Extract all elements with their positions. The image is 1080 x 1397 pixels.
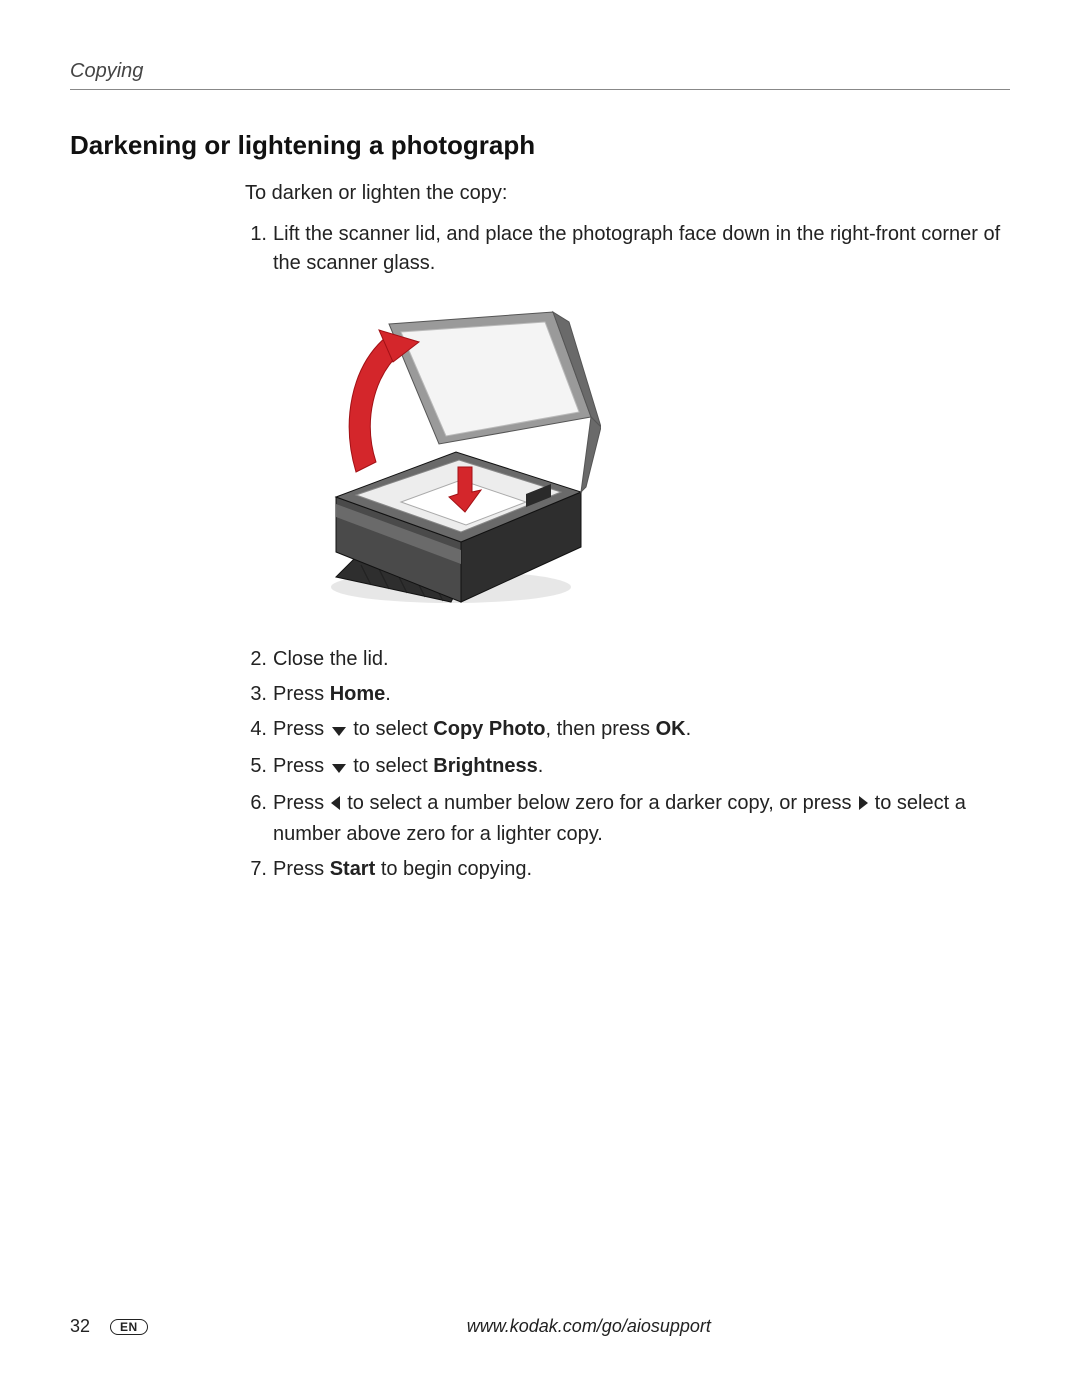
step-number: 4.	[245, 715, 273, 746]
step-1: 1. Lift the scanner lid, and place the p…	[245, 220, 1010, 278]
down-arrow-icon	[330, 717, 348, 746]
step-7: 7. Press Start to begin copying.	[245, 855, 1010, 884]
left-arrow-icon	[330, 791, 342, 820]
language-badge: EN	[110, 1319, 148, 1335]
steps-list: 1. Lift the scanner lid, and place the p…	[245, 220, 1010, 884]
manual-page: Copying Darkening or lightening a photog…	[0, 0, 1080, 1397]
step-6: 6. Press to select a number below zero f…	[245, 789, 1010, 849]
step-number: 6.	[245, 789, 273, 849]
step-text: Press to select a number below zero for …	[273, 789, 1010, 849]
step-2: 2. Close the lid.	[245, 645, 1010, 674]
step-number: 3.	[245, 680, 273, 709]
footer-url: www.kodak.com/go/aiosupport	[168, 1316, 1010, 1337]
printer-svg	[301, 302, 601, 612]
step-text: Lift the scanner lid, and place the phot…	[273, 220, 1010, 278]
section-title: Darkening or lightening a photograph	[70, 130, 1010, 161]
down-arrow-icon	[330, 754, 348, 783]
right-arrow-icon	[857, 791, 869, 820]
step-number: 7.	[245, 855, 273, 884]
page-footer: 32 EN www.kodak.com/go/aiosupport	[70, 1316, 1010, 1337]
body-column: To darken or lighten the copy: 1. Lift t…	[245, 179, 1010, 884]
step-number: 5.	[245, 752, 273, 783]
running-head: Copying	[70, 60, 1010, 90]
step-number: 2.	[245, 645, 273, 674]
step-4: 4. Press to select Copy Photo, then pres…	[245, 715, 1010, 746]
illustration-row	[245, 284, 1010, 639]
step-text: Press Start to begin copying.	[273, 855, 1010, 884]
step-text: Press Home.	[273, 680, 1010, 709]
step-3: 3. Press Home.	[245, 680, 1010, 709]
step-text: Press to select Brightness.	[273, 752, 1010, 783]
step-text: Close the lid.	[273, 645, 1010, 674]
step-text: Press to select Copy Photo, then press O…	[273, 715, 1010, 746]
intro-text: To darken or lighten the copy:	[245, 179, 1010, 208]
step-5: 5. Press to select Brightness.	[245, 752, 1010, 783]
scanner-illustration	[301, 302, 1010, 621]
page-number: 32	[70, 1316, 110, 1337]
step-number: 1.	[245, 220, 273, 278]
